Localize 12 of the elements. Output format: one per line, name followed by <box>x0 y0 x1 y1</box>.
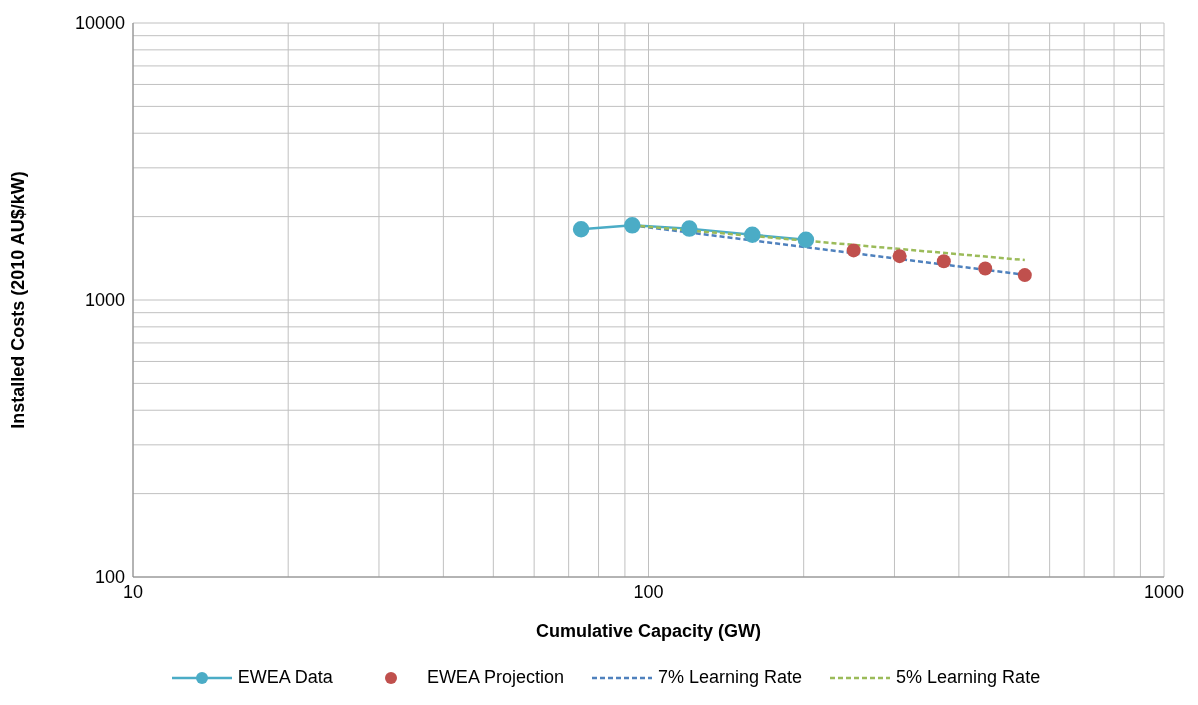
x-tick-label: 10 <box>122 581 144 602</box>
legend-label: EWEA Data <box>236 667 333 688</box>
y-axis-title: Installed Costs (2010 AU$/kW) <box>8 171 29 429</box>
y-tick-label: 1000 <box>84 290 125 311</box>
x-tick-label: 1000 <box>1143 581 1185 602</box>
legend-label: 7% Learning Rate <box>656 667 803 688</box>
y-tick-label: 100 <box>94 567 125 588</box>
legend-label: 5% Learning Rate <box>895 667 1041 688</box>
x-axis-title: Cumulative Capacity (GW) <box>535 621 762 641</box>
legend-label: EWEA Projection <box>425 667 564 688</box>
y-tick-label: 10000 <box>74 13 125 34</box>
x-tick-label: 100 <box>633 581 664 602</box>
